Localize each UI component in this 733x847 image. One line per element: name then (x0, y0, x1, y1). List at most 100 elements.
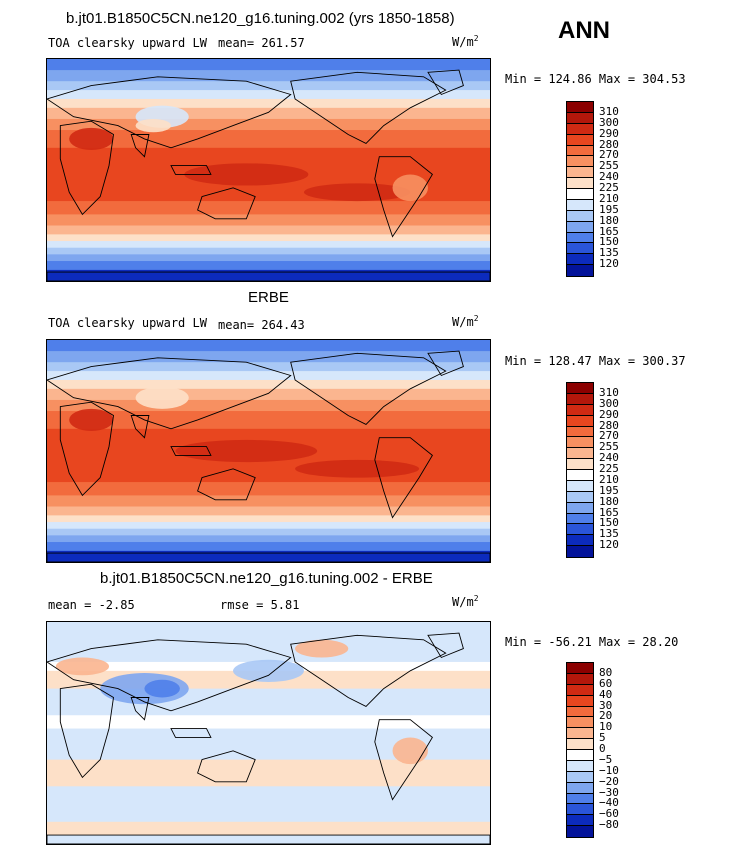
panel3-map-svg (47, 622, 490, 844)
colorbar-tick-label: 270 (599, 429, 619, 443)
coastline (290, 71, 447, 144)
coastline (59, 683, 114, 779)
coastline (427, 632, 464, 659)
panel3-minmax: Min = -56.21 Max = 28.20 (505, 635, 679, 649)
panel1-minmax: Min = 124.86 Max = 304.53 (505, 72, 686, 86)
colorbar-tick-label: 300 (599, 115, 619, 129)
coastline (290, 634, 447, 707)
panel2-variable-label: TOA clearsky upward LW (48, 316, 207, 330)
coastline (427, 69, 464, 96)
colorbar-tick-label: −10 (599, 763, 619, 777)
colorbar-tick-label: 255 (599, 440, 619, 454)
lat-band (47, 254, 490, 262)
colorbar-cell (567, 437, 593, 449)
panel3-units: W/m2 (452, 594, 479, 609)
colorbar-tick-label: −30 (599, 785, 619, 799)
colorbar-tick-label: 255 (599, 159, 619, 173)
panel2-colorbar (566, 382, 594, 558)
colorbar-cell (567, 513, 593, 525)
lat-band (47, 118, 490, 131)
colorbar-cell (567, 145, 593, 157)
lat-band (47, 225, 490, 235)
lat-band (47, 821, 490, 836)
panel3-title: b.jt01.B1850C5CN.ne120_g16.tuning.002 - … (100, 570, 433, 587)
colorbar-tick-label: 120 (599, 257, 619, 271)
panel3-mean: mean = -2.85 (48, 598, 135, 612)
colorbar-cell (567, 254, 593, 266)
coastline (59, 401, 114, 497)
colorbar-tick-label: −40 (599, 796, 619, 810)
colorbar-cell (567, 695, 593, 707)
coastline (170, 165, 212, 175)
season-label: ANN (558, 17, 610, 44)
colorbar-tick-label: −80 (599, 818, 619, 832)
lat-band (47, 70, 490, 82)
coastline (47, 357, 292, 430)
colorbar-cell (567, 470, 593, 481)
colorbar-tick-label: −20 (599, 774, 619, 788)
panel1-units: W/m2 (452, 34, 479, 49)
colorbar-tick-label: 40 (599, 687, 613, 701)
colorbar-tick-label: 180 (599, 213, 619, 227)
colorbar-cell (567, 782, 593, 794)
coastline (170, 446, 212, 456)
coastline (47, 271, 490, 281)
coastline (130, 697, 150, 721)
lat-band (47, 261, 490, 271)
colorbar-cell (567, 112, 593, 124)
colorbar-cell (567, 156, 593, 168)
colorbar-tick-label: 195 (599, 483, 619, 497)
colorbar-cell (567, 415, 593, 427)
colorbar-tick-label: 280 (599, 137, 619, 151)
lat-band (47, 340, 490, 352)
lat-band (47, 214, 490, 226)
colorbar-tick-label: 195 (599, 202, 619, 216)
colorbar-cell (567, 243, 593, 255)
coastline (427, 350, 464, 377)
colorbar-cell (567, 826, 593, 837)
field-anomaly (392, 174, 428, 202)
panel2-title: ERBE (248, 289, 289, 306)
colorbar-cell (567, 750, 593, 761)
colorbar-cell (567, 502, 593, 514)
lat-band (47, 715, 490, 730)
colorbar-cell (567, 448, 593, 460)
coastline (59, 120, 114, 216)
colorbar-cell (567, 706, 593, 718)
panel3-colorbar-ticks: 80 60 40 30 20 10 5 0 −5 −10 −20 −30 −40 −60 −80 (599, 662, 639, 836)
coastline (130, 134, 150, 158)
panel2-mean: mean= 264.43 (218, 318, 305, 332)
colorbar-cell (567, 232, 593, 244)
coastline (130, 415, 150, 439)
coastline (47, 639, 292, 712)
colorbar-tick-label: 165 (599, 224, 619, 238)
panel1-colorbar (566, 101, 594, 277)
colorbar-cell (567, 793, 593, 805)
colorbar-tick-label: 300 (599, 396, 619, 410)
coastline (290, 352, 447, 425)
lat-band (47, 550, 490, 562)
panel1-map-svg (47, 59, 490, 281)
coastline (170, 728, 212, 738)
lat-band (47, 411, 490, 430)
colorbar-tick-label: 20 (599, 709, 613, 723)
lat-band (47, 759, 490, 787)
colorbar-tick-label: −60 (599, 807, 619, 821)
colorbar-tick-label: 5 (599, 731, 606, 745)
coastline (197, 750, 256, 783)
lat-band (47, 107, 490, 120)
panel1-colorbar-ticks: 310 300 290 280 270 255 240 225 210 195 180 165 150 1… (599, 101, 639, 275)
colorbar-tick-label: 290 (599, 126, 619, 140)
coastline (47, 76, 292, 149)
colorbar-tick-label: 280 (599, 418, 619, 432)
lat-band (47, 98, 490, 109)
colorbar-cell (567, 739, 593, 750)
lat-band (47, 90, 490, 100)
colorbar-tick-label: 60 (599, 676, 613, 690)
colorbar-cell (567, 673, 593, 685)
colorbar-tick-label: 120 (599, 538, 619, 552)
colorbar-tick-label: 150 (599, 516, 619, 530)
colorbar-cell (567, 760, 593, 772)
colorbar-cell (567, 167, 593, 179)
lat-band (47, 786, 490, 823)
